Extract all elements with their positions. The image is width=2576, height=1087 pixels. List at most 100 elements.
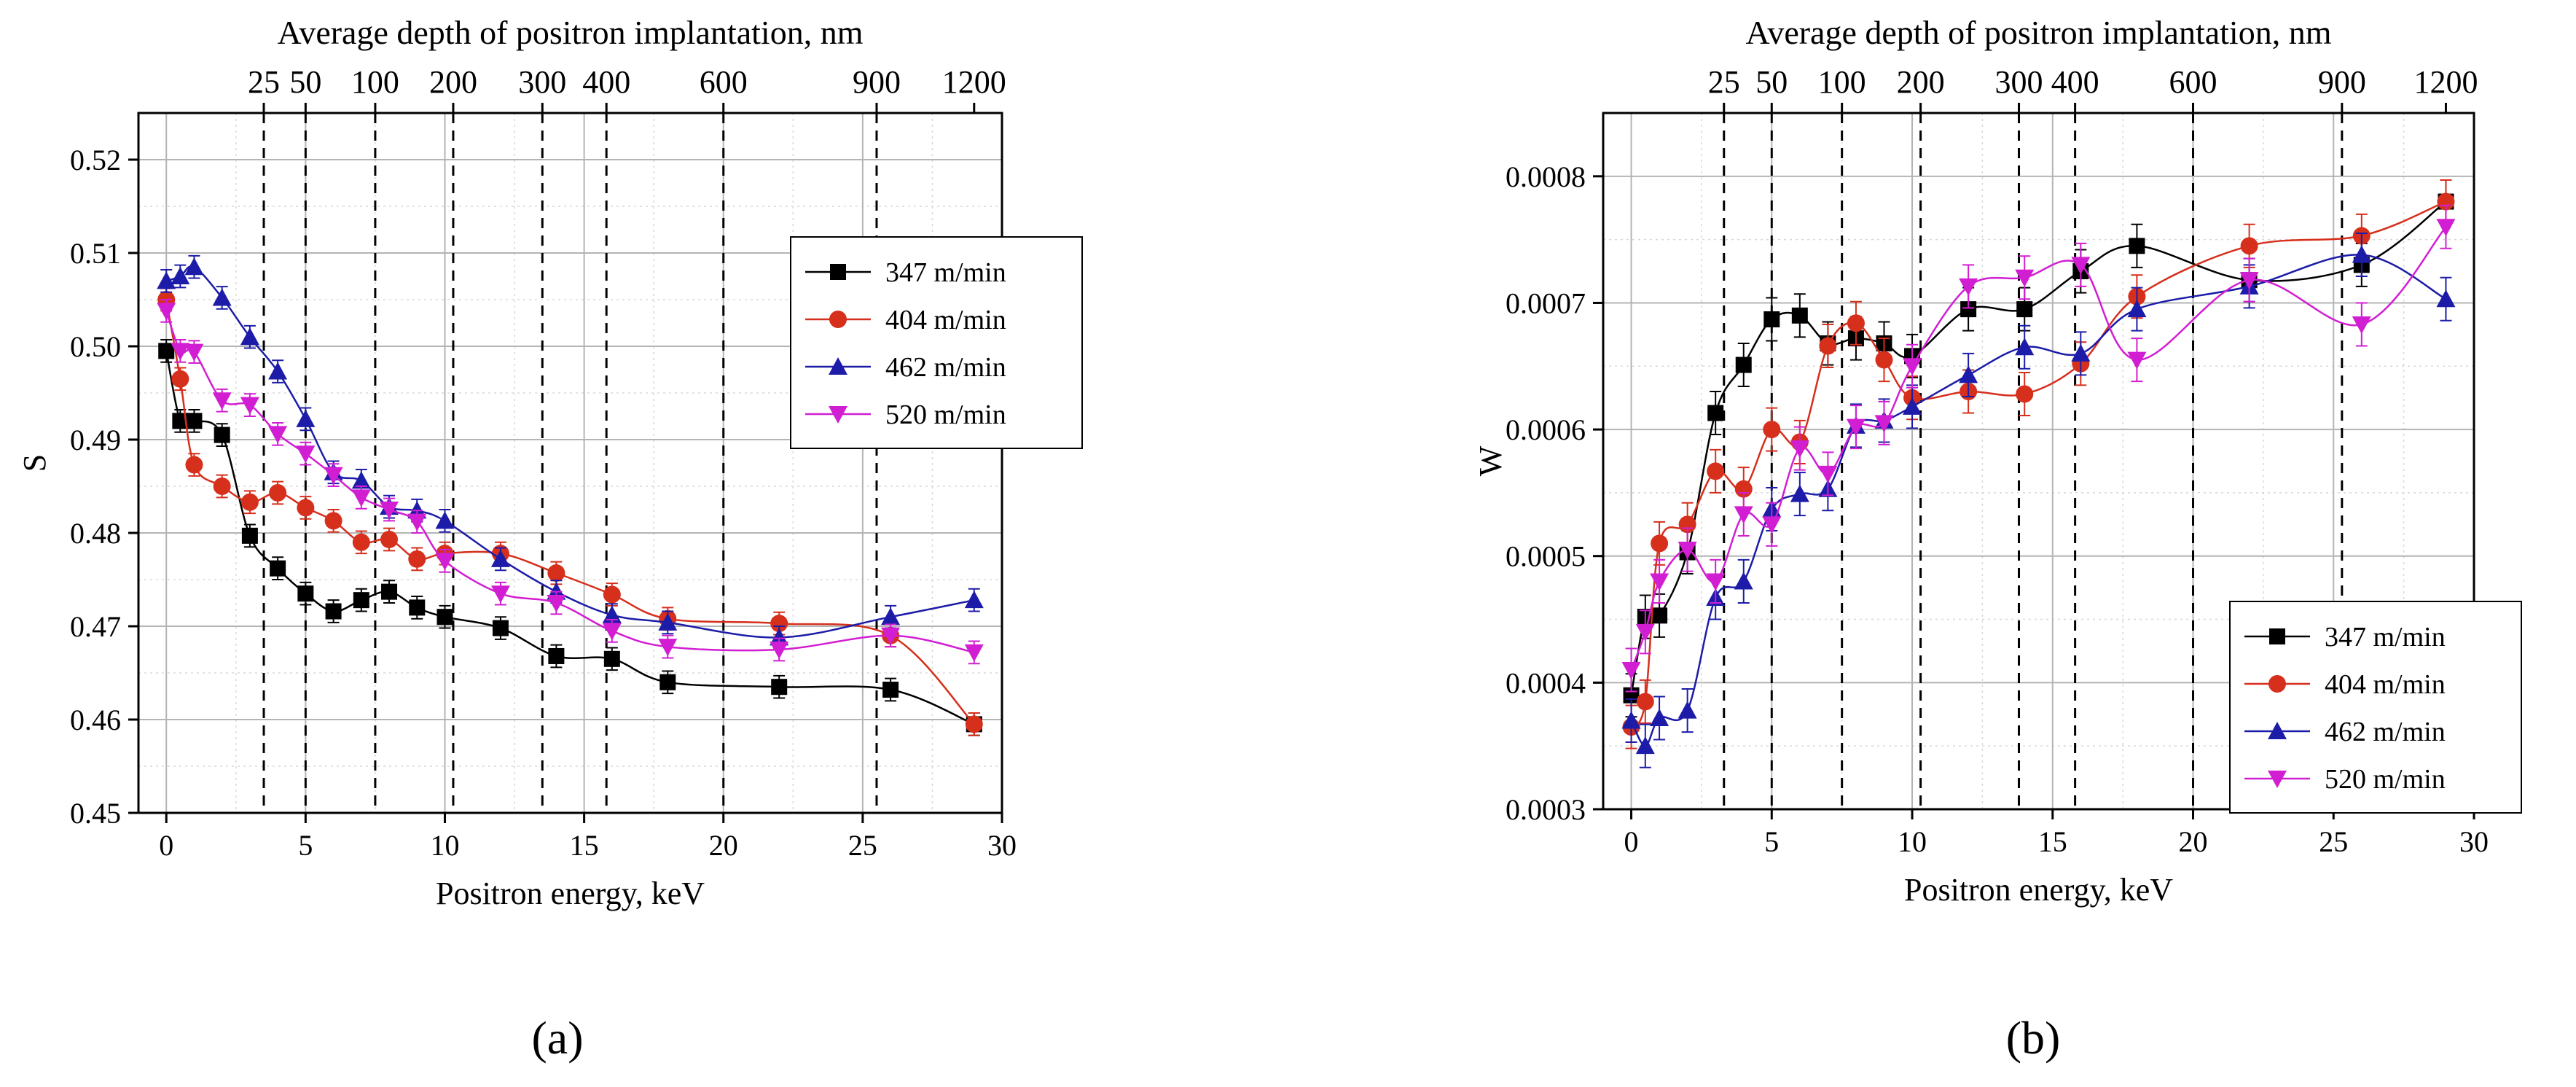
data-point — [492, 620, 509, 636]
data-point — [352, 533, 370, 551]
data-point — [1818, 465, 1838, 483]
data-point — [2015, 269, 2035, 287]
legend-marker — [829, 406, 847, 424]
data-point — [297, 585, 314, 602]
data-point — [353, 592, 369, 609]
data-point — [2436, 289, 2456, 308]
data-point — [2240, 237, 2258, 255]
data-point — [1791, 307, 1808, 324]
data-point — [1875, 351, 1893, 369]
top-tick-label: 900 — [2318, 64, 2366, 100]
data-point — [770, 615, 788, 633]
legend-label: 404 m/min — [885, 305, 1006, 335]
data-point — [2016, 385, 2034, 403]
data-point — [381, 583, 398, 600]
y-axis-title: S — [17, 454, 52, 472]
data-point — [324, 512, 342, 530]
data-point — [602, 605, 622, 623]
data-point — [1790, 484, 1809, 502]
top-tick-label: 900 — [853, 64, 901, 100]
data-point — [881, 627, 901, 645]
data-point — [1903, 397, 1922, 415]
top-tick-label: 200 — [429, 64, 477, 100]
data-point — [2071, 257, 2091, 275]
data-point — [547, 564, 565, 583]
legend-label: 404 m/min — [2325, 669, 2446, 700]
data-point — [1635, 623, 1655, 642]
data-point — [157, 303, 176, 321]
legend-marker — [829, 357, 847, 375]
plot-frame — [137, 112, 1003, 814]
x-tick-label: 20 — [709, 829, 738, 862]
data-point — [184, 257, 204, 276]
data-point — [1763, 311, 1780, 328]
data-point — [490, 549, 510, 567]
data-point — [2352, 245, 2371, 263]
legend-label: 347 m/min — [885, 257, 1006, 288]
data-point — [186, 413, 203, 429]
legend-marker — [2268, 675, 2286, 693]
data-point — [1763, 421, 1781, 439]
data-point — [603, 585, 621, 604]
data-point — [1636, 693, 1654, 711]
data-point — [1874, 415, 1894, 433]
data-point — [965, 715, 983, 733]
data-point — [658, 639, 678, 657]
top-tick-label: 600 — [2169, 64, 2217, 100]
chart-panel-a: 0 5 10 15 20 25 30 0.45 0.46 0.47 0.48 0.49 0.50 0.51… — [17, 14, 1083, 911]
data-point — [1650, 708, 1669, 726]
y-tick-label: 0.0004 — [1506, 666, 1586, 699]
data-point — [770, 642, 789, 659]
data-point — [603, 650, 620, 667]
data-point — [1621, 711, 1641, 729]
data-point — [1735, 357, 1752, 373]
x-tick-label: 5 — [298, 829, 313, 862]
x-tick-label: 15 — [2038, 825, 2067, 858]
data-point — [408, 550, 426, 568]
data-point — [490, 585, 510, 604]
top-tick-label: 600 — [700, 64, 748, 100]
data-point — [2127, 351, 2147, 370]
data-point — [1650, 573, 1669, 591]
y-tick-label: 0.51 — [70, 237, 121, 270]
legend-marker — [829, 311, 847, 328]
data-point — [770, 628, 789, 646]
data-point — [296, 445, 316, 464]
legend-label: 347 m/min — [2325, 622, 2446, 652]
legend-marker — [2269, 628, 2285, 644]
top-tick-label: 1200 — [2413, 64, 2478, 100]
data-point — [2239, 272, 2259, 290]
top-tick-label: 1200 — [942, 64, 1006, 100]
data-point — [658, 612, 678, 631]
data-point — [1651, 534, 1669, 553]
data-point — [324, 467, 343, 485]
data-point — [171, 343, 190, 361]
y-tick-label: 0.45 — [70, 797, 121, 830]
data-point — [1959, 365, 1978, 383]
x-tick-label: 25 — [848, 829, 877, 862]
data-point — [212, 288, 232, 306]
x-tick-label: 0 — [159, 829, 173, 862]
x-axis-title: Positron energy, keV — [1904, 872, 2173, 908]
data-point — [1847, 314, 1865, 332]
top-axis-title: Average depth of positron implantation, … — [1746, 14, 2332, 51]
data-point — [1790, 440, 1809, 459]
y-tick-label: 0.48 — [70, 517, 121, 550]
y-tick-label: 0.0006 — [1506, 413, 1586, 446]
data-point — [407, 513, 427, 531]
data-point — [2071, 343, 2091, 362]
data-point — [2436, 219, 2456, 237]
data-point — [269, 483, 287, 502]
data-point — [771, 679, 788, 696]
legend-label: 462 m/min — [885, 352, 1006, 383]
data-point — [882, 682, 899, 698]
top-tick-label: 50 — [289, 64, 321, 100]
data-point — [409, 599, 426, 616]
y-tick-label: 0.52 — [70, 144, 121, 176]
legend-marker — [830, 264, 846, 280]
data-point — [185, 456, 203, 474]
data-point — [1819, 337, 1837, 355]
data-point — [964, 591, 984, 609]
data-point — [436, 609, 453, 626]
data-point — [213, 478, 231, 495]
